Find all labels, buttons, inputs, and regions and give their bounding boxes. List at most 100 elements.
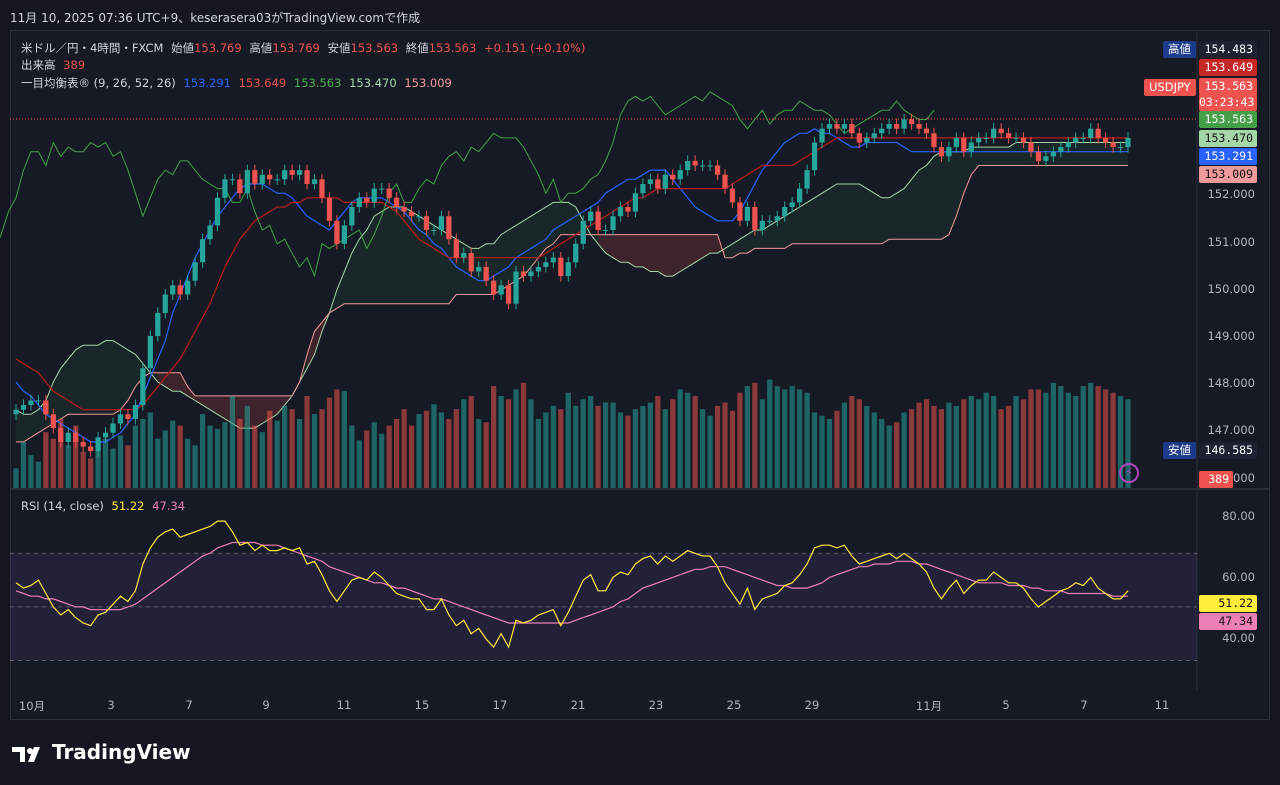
ichimoku-cloud-segment <box>404 206 412 304</box>
ichimoku-cloud-segment <box>411 211 420 304</box>
volume-bar <box>386 425 392 488</box>
candle-body <box>162 294 168 313</box>
volume-bar <box>640 405 646 488</box>
ichimoku-spanb-value: 153.009 <box>404 76 452 90</box>
candle-body <box>1088 128 1094 138</box>
ichimoku-cloud-segment <box>829 183 837 244</box>
volume-bar <box>1088 382 1094 488</box>
candle-body <box>319 179 325 198</box>
ichimoku-spana-value: 153.470 <box>349 76 397 90</box>
tenkan-badge: 153.291 <box>1199 148 1257 165</box>
volume-bar <box>28 455 34 488</box>
candle-body <box>879 128 885 134</box>
ichimoku-cloud-segment <box>1090 142 1099 166</box>
volume-bar <box>349 425 355 488</box>
candle-body <box>1065 142 1071 148</box>
price-tick: 150.000 <box>1207 282 1255 296</box>
volume-bar <box>468 396 474 488</box>
candle-body <box>647 179 653 184</box>
ichimoku-cloud-segment <box>105 340 114 415</box>
volume-bar <box>185 438 191 488</box>
candle-body <box>632 193 639 212</box>
symbol-tag[interactable]: USDJPY <box>1144 79 1196 96</box>
kijun-badge: 153.649 <box>1199 59 1257 76</box>
candle-body <box>304 170 310 184</box>
candle-body <box>1028 142 1034 152</box>
ichimoku-cloud-segment <box>747 230 755 254</box>
time-tick: 29 <box>804 698 820 712</box>
volume-bar <box>662 409 668 488</box>
candle-body <box>931 133 937 148</box>
volume-bar <box>177 425 183 488</box>
candle-body <box>476 266 482 272</box>
volume-bar <box>513 389 519 488</box>
candle-body <box>1095 128 1101 138</box>
ichimoku-cloud-segment <box>83 345 91 415</box>
volume-bar <box>1035 389 1042 488</box>
volume-bar <box>1043 392 1049 488</box>
candle-body <box>491 280 497 295</box>
rsi-tick: 60.00 <box>1222 570 1255 584</box>
candle-body <box>580 220 586 244</box>
candle-body <box>685 160 691 171</box>
chart-frame[interactable] <box>10 30 1270 720</box>
ichimoku-cloud-segment <box>1001 147 1009 166</box>
candle-body <box>923 128 930 134</box>
volume-bar <box>931 405 937 488</box>
ichimoku-cloud-segment <box>941 151 949 240</box>
candle-body <box>1073 137 1079 143</box>
rsi-label[interactable]: RSI (14, close) <box>21 499 104 513</box>
volume-bar <box>1020 399 1027 488</box>
candle-body <box>961 137 967 152</box>
candle-body <box>782 206 788 217</box>
candle-body <box>1102 137 1109 143</box>
candle-body <box>617 206 624 217</box>
ichimoku-cloud-segment <box>68 349 76 415</box>
volume-bar <box>871 412 877 488</box>
candle-body <box>520 271 527 277</box>
volume-bar <box>371 422 377 488</box>
ichimoku-cloud-segment <box>695 234 703 263</box>
volume-bar <box>819 415 825 488</box>
candle-body <box>774 216 780 221</box>
candle-body <box>1043 156 1049 161</box>
volume-bar <box>737 392 743 488</box>
rsi-ma-line <box>15 541 1128 624</box>
candle-body <box>729 188 736 203</box>
lightning-icon[interactable]: ⚡ <box>1119 463 1139 483</box>
ichimoku-cloud-segment <box>53 368 61 424</box>
volume-bar <box>237 419 243 488</box>
volume-bar <box>483 422 489 488</box>
ichimoku-label[interactable]: 一目均衡表 <box>21 76 79 90</box>
volume-bar <box>789 386 795 488</box>
candle-body <box>28 400 34 406</box>
candle-body <box>117 414 124 424</box>
ichimoku-cloud-segment <box>314 322 322 355</box>
volume-bar <box>834 410 840 488</box>
candle-body <box>901 119 907 129</box>
volume-bar <box>431 404 437 488</box>
ichimoku-cloud-segment <box>172 372 181 392</box>
volume-bar <box>446 419 452 488</box>
candle-body <box>364 197 370 203</box>
volume-bar <box>229 396 236 488</box>
candle-body <box>282 170 288 180</box>
candle-body <box>43 400 49 415</box>
volume-bar <box>677 389 683 488</box>
tradingview-logo[interactable]: TradingView <box>12 740 191 764</box>
candle-body <box>356 197 362 207</box>
ichimoku-cloud-segment <box>911 170 920 240</box>
ichimoku-cloud-segment <box>859 183 867 244</box>
price-tick: 151.000 <box>1207 235 1255 249</box>
volume-bar <box>1110 392 1116 488</box>
ichimoku-cloud-segment <box>30 409 39 438</box>
volume-bar <box>199 414 206 488</box>
ichimoku-cloud-segment <box>672 234 681 277</box>
volume-label[interactable]: 出来高 <box>21 58 56 72</box>
volume-bar <box>1050 382 1056 488</box>
low-label: 安値 <box>327 41 351 55</box>
time-tick: 11月 <box>915 699 943 713</box>
legend-ichimoku: 一目均衡表® (9, 26, 52, 26) 153.291 153.649 1… <box>21 75 456 91</box>
symbol-label[interactable]: 米ドル／円・4時間・FXCM <box>21 41 164 55</box>
